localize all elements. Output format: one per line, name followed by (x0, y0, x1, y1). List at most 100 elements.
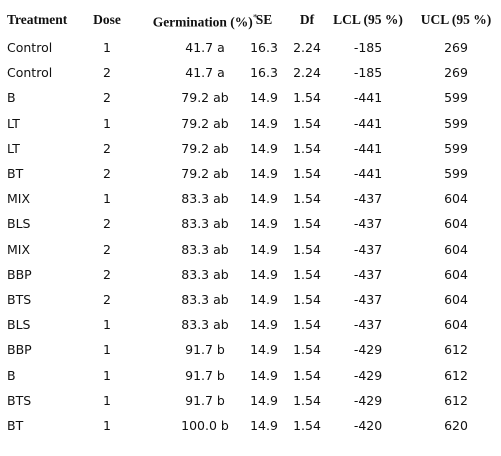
header-cell: UCL (95 %) (421, 12, 492, 28)
header-text: UCL (95 %) (420, 12, 492, 27)
table-cell: 79.2 ab (181, 140, 229, 156)
table-cell: 1.54 (293, 241, 321, 257)
table-cell: BLS (7, 317, 31, 333)
table-cell: 100.0 b (181, 418, 229, 433)
header-text: Germination (%) (152, 14, 253, 30)
table-cell: 1.54 (293, 317, 321, 333)
table-cell: 14.9 (250, 266, 278, 282)
table-cell: 604 (444, 317, 468, 333)
header-cell: LCL (95 %) (333, 12, 403, 28)
table-cell: 1 (103, 317, 111, 333)
table-cell: 1.54 (293, 418, 321, 433)
table-cell: 1.54 (293, 216, 321, 232)
table-cell: -437 (353, 216, 383, 232)
table-cell: -429 (353, 367, 383, 383)
table-cell: Control (7, 65, 53, 81)
header-cell: Df (300, 12, 314, 28)
table-cell: -441 (353, 166, 383, 181)
table-cell: LT (7, 140, 20, 156)
table-cell: 79.2 ab (181, 166, 229, 181)
table-cell: -437 (353, 241, 383, 257)
table-cell: 2 (103, 266, 111, 282)
table-cell: -429 (353, 392, 383, 408)
table-cell: 14.9 (250, 216, 278, 232)
table-cell: 604 (444, 241, 468, 257)
table-cell: -185 (353, 65, 383, 81)
header-text: SE (255, 12, 273, 27)
table-cell: 2 (103, 216, 111, 232)
table-cell: BTS (7, 292, 32, 307)
table-cell: 14.9 (250, 317, 278, 333)
table-cell: 1 (103, 342, 111, 358)
table-cell: 604 (444, 292, 468, 307)
table-cell: 14.9 (250, 191, 278, 207)
table-cell: 2 (103, 65, 111, 81)
table-cell: 83.3 ab (181, 292, 229, 307)
table-cell: 269 (444, 65, 468, 81)
table-cell: 1.54 (293, 392, 321, 408)
table-cell: -429 (353, 342, 383, 358)
table-cell: 2 (103, 90, 111, 106)
table-cell: 1.54 (293, 342, 321, 358)
table-cell: 1 (103, 367, 111, 383)
table-cell: 16.3 (250, 65, 278, 81)
table-cell: 604 (444, 266, 468, 282)
table-cell: MIX (7, 191, 31, 207)
table-cell: BT (7, 166, 24, 181)
header-cell: SE (256, 12, 273, 28)
table-cell: 14.9 (250, 392, 278, 408)
table-cell: -437 (353, 191, 383, 207)
table-cell: 14.9 (250, 367, 278, 383)
table-cell: 599 (444, 90, 468, 106)
table-cell: 91.7 b (185, 342, 225, 358)
table-cell: -437 (353, 317, 383, 333)
table-cell: 83.3 ab (181, 317, 229, 333)
table-cell: 612 (444, 392, 468, 408)
table-cell: 599 (444, 140, 468, 156)
table-cell: 1.54 (293, 90, 321, 106)
header-text: LCL (95 %) (333, 12, 403, 27)
header-note: * (252, 12, 258, 23)
table-cell: Control (7, 40, 53, 55)
table-cell: 599 (444, 166, 468, 181)
table-cell: B (7, 367, 16, 383)
table-cell: BLS (7, 216, 31, 232)
table-cell: B (7, 90, 16, 106)
table-cell: -437 (353, 292, 383, 307)
table-cell: 599 (444, 115, 468, 131)
header-text: Dose (93, 12, 121, 27)
table-cell: BBP (7, 266, 32, 282)
table-cell: 1.54 (293, 266, 321, 282)
table-cell: 14.9 (250, 418, 278, 433)
table-cell: 604 (444, 191, 468, 207)
table-cell: 604 (444, 216, 468, 232)
table-cell: 83.3 ab (181, 191, 229, 207)
table-cell: -441 (353, 140, 383, 156)
table-cell: 1.54 (293, 115, 321, 131)
table-cell: 14.9 (250, 342, 278, 358)
table-cell: -441 (353, 115, 383, 131)
header-cell: Treatment (7, 12, 67, 28)
table-cell: 14.9 (250, 241, 278, 257)
table-cell: 1 (103, 115, 111, 131)
table-cell: 1.54 (293, 191, 321, 207)
table-cell: 1.54 (293, 166, 321, 181)
table-cell: 16.3 (250, 40, 278, 55)
header-text: Treatment (7, 12, 68, 27)
table-cell: 1.54 (293, 292, 321, 307)
table-cell: -437 (353, 266, 383, 282)
table-cell: 1 (103, 392, 111, 408)
header-cell: Dose (93, 12, 121, 28)
table-cell: 1.54 (293, 140, 321, 156)
table-cell: 83.3 ab (181, 241, 229, 257)
table-cell: 14.9 (250, 166, 278, 181)
table-cell: 612 (444, 367, 468, 383)
table-cell: 1.54 (293, 367, 321, 383)
table-cell: BT (7, 418, 24, 433)
table-cell: 41.7 a (185, 40, 225, 55)
table-cell: 269 (444, 40, 468, 55)
table-cell: -420 (353, 418, 383, 433)
table-cell: BTS (7, 392, 32, 408)
header-text: Df (299, 12, 315, 27)
